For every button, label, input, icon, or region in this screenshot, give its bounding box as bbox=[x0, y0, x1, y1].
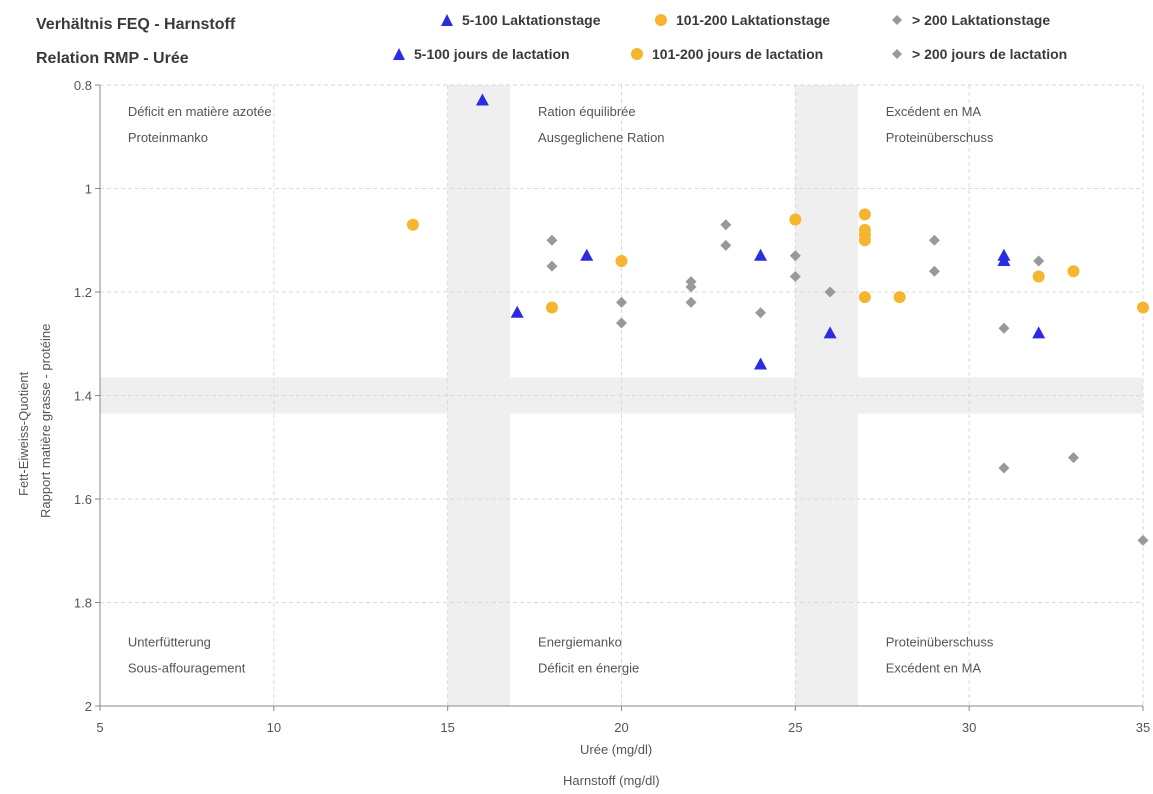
data-point-diamond bbox=[720, 239, 732, 251]
data-point-diamond bbox=[789, 270, 801, 282]
legend-label: > 200 jours de lactation bbox=[912, 46, 1068, 62]
zone-label: Déficit en énergie bbox=[538, 660, 639, 675]
x-axis-label-de: Harnstoff (mg/dl) bbox=[563, 773, 660, 788]
y-tick-label: 2 bbox=[85, 699, 92, 714]
data-point-circle bbox=[858, 208, 871, 221]
zone-label: Ausgeglichene Ration bbox=[538, 130, 664, 145]
legend-label: 5-100 jours de lactation bbox=[414, 46, 570, 62]
legend-item-5-100-fr[interactable]: 5-100 jours de lactation bbox=[392, 46, 570, 62]
x-tick-label: 20 bbox=[614, 720, 628, 735]
zone-label: Proteinüberschuss bbox=[886, 634, 994, 649]
data-point-circle bbox=[406, 218, 419, 231]
zone-label: Unterfütterung bbox=[128, 634, 211, 649]
circle-icon bbox=[655, 14, 667, 26]
data-point-triangle bbox=[754, 357, 768, 370]
data-point-triangle bbox=[510, 305, 524, 318]
data-point-triangle bbox=[997, 253, 1011, 266]
data-point-triangle bbox=[475, 93, 489, 106]
x-tick-label: 35 bbox=[1136, 720, 1150, 735]
data-point-diamond bbox=[546, 234, 558, 246]
data-point-diamond bbox=[685, 281, 697, 293]
triangle-icon bbox=[441, 14, 453, 26]
legend-label: > 200 Laktationstage bbox=[912, 12, 1051, 28]
x-tick-label: 15 bbox=[440, 720, 454, 735]
data-point-diamond bbox=[616, 296, 627, 308]
y-tick-label: 0.8 bbox=[74, 78, 92, 93]
zone-label: Excédent en MA bbox=[886, 660, 982, 675]
legend-label: 5-100 Laktationstage bbox=[462, 12, 601, 28]
legend-label: 101-200 Laktationstage bbox=[676, 12, 831, 28]
data-point-diamond bbox=[546, 260, 558, 272]
y-tick-label: 1.8 bbox=[74, 596, 92, 611]
data-point-diamond bbox=[928, 234, 940, 246]
legend-item-200-fr[interactable]: > 200 jours de lactation bbox=[890, 46, 1067, 62]
diamond-icon bbox=[892, 49, 902, 59]
x-tick-label: 30 bbox=[962, 720, 976, 735]
data-point-diamond bbox=[720, 219, 732, 231]
data-point-diamond bbox=[998, 322, 1010, 334]
data-point-diamond bbox=[685, 296, 697, 308]
data-point-diamond bbox=[1137, 534, 1149, 546]
zone-label: Déficit en matière azotée bbox=[128, 104, 272, 119]
data-point-circle bbox=[615, 254, 628, 267]
data-point-diamond bbox=[789, 250, 801, 262]
zone-label: Proteinmanko bbox=[128, 130, 208, 145]
data-point-diamond bbox=[998, 462, 1010, 474]
triangle-icon bbox=[393, 48, 405, 60]
data-point-circle bbox=[858, 234, 871, 247]
data-point-diamond bbox=[1067, 452, 1079, 464]
x-tick-label: 10 bbox=[267, 720, 281, 735]
data-point-circle bbox=[1067, 265, 1080, 278]
data-point-diamond bbox=[824, 286, 836, 298]
x-tick-label: 5 bbox=[96, 720, 103, 735]
zone-label: Proteinüberschuss bbox=[886, 130, 994, 145]
x-tick-label: 25 bbox=[788, 720, 802, 735]
chart-title-fr: Relation RMP - Urée bbox=[36, 50, 189, 67]
zone-label: Ration équilibrée bbox=[538, 104, 636, 119]
data-point-triangle bbox=[1032, 326, 1046, 339]
data-point-circle bbox=[789, 213, 802, 226]
data-point-circle bbox=[858, 291, 871, 304]
data-point-triangle bbox=[580, 248, 594, 261]
legend-item-101-200-fr[interactable]: 101-200 jours de lactation bbox=[630, 46, 823, 62]
y-tick-label: 1.4 bbox=[74, 389, 92, 404]
circle-icon bbox=[631, 48, 643, 60]
data-point-diamond bbox=[1033, 255, 1045, 267]
data-point-diamond bbox=[616, 317, 627, 329]
zone-label: Sous-affouragement bbox=[128, 660, 246, 675]
data-point-diamond bbox=[755, 307, 767, 319]
y-tick-label: 1.6 bbox=[74, 492, 92, 507]
data-point-circle bbox=[893, 291, 906, 304]
zone-label: Excédent en MA bbox=[886, 104, 982, 119]
legend-item-200-de[interactable]: > 200 Laktationstage bbox=[890, 12, 1050, 28]
data-point-circle bbox=[1137, 301, 1149, 314]
y-axis-label-fr: Rapport matière grasse - protéine bbox=[38, 323, 53, 518]
legend-item-101-200-de[interactable]: 101-200 Laktationstage bbox=[654, 12, 830, 28]
data-point-diamond bbox=[928, 265, 940, 277]
legend-item-5-100-de[interactable]: 5-100 Laktationstage bbox=[440, 12, 601, 28]
y-tick-label: 1.2 bbox=[74, 285, 92, 300]
y-tick-label: 1 bbox=[85, 182, 92, 197]
data-point-circle bbox=[545, 301, 558, 314]
data-point-triangle bbox=[823, 326, 837, 339]
legend-label: 101-200 jours de lactation bbox=[652, 46, 824, 62]
data-point-triangle bbox=[754, 248, 768, 261]
zone-label: Energiemanko bbox=[538, 634, 622, 649]
chart-title-de: Verhältnis FEQ - Harnstoff bbox=[36, 16, 236, 33]
diamond-icon bbox=[892, 15, 902, 25]
data-point-circle bbox=[1032, 270, 1045, 283]
y-axis-label-de: Fett-Eiweiss-Quotient bbox=[16, 371, 31, 496]
x-axis-label-fr: Urée (mg/dl) bbox=[580, 742, 653, 757]
